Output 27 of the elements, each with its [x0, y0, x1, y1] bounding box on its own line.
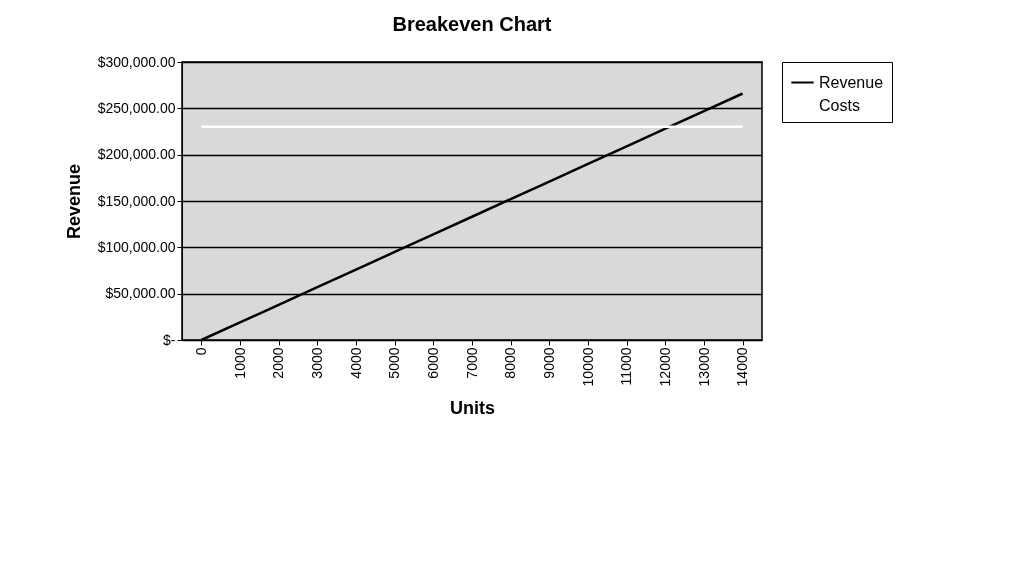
- y-tick-label: $200,000.00: [97, 146, 176, 163]
- y-axis-title: Revenue: [63, 163, 84, 240]
- x-tick-label: 13000: [695, 347, 712, 387]
- x-tick-label: 3000: [308, 347, 325, 379]
- x-tick-label: 14000: [734, 347, 751, 387]
- x-tick-label: 8000: [502, 347, 519, 379]
- x-tick-label: 7000: [463, 347, 480, 379]
- x-tick-label: 11000: [618, 347, 635, 386]
- x-tick-label: 1000: [231, 347, 248, 379]
- chart-title: Breakeven Chart: [392, 13, 552, 35]
- y-tick-label: $300,000.00: [97, 53, 176, 70]
- y-tick-label: $250,000.00: [97, 99, 176, 116]
- x-tick-label: 12000: [656, 347, 673, 387]
- x-tick-label: 2000: [270, 347, 287, 379]
- y-tick-label: $150,000.00: [97, 192, 176, 209]
- x-tick-label: 0: [192, 347, 209, 356]
- x-tick-label: 10000: [579, 347, 596, 387]
- y-tick-label: $-: [163, 331, 176, 348]
- text: Costs: [819, 96, 860, 114]
- x-tick-label: 4000: [347, 347, 364, 379]
- y-tick-label: $50,000.00: [105, 285, 176, 302]
- x-axis-title: Units: [450, 398, 495, 419]
- x-tick-label: 5000: [386, 347, 403, 379]
- x-tick-label: 6000: [424, 347, 441, 379]
- legend-label: Revenue: [819, 73, 884, 91]
- x-tick-label: 9000: [540, 347, 557, 379]
- y-tick-label: $100,000.00: [97, 238, 176, 255]
